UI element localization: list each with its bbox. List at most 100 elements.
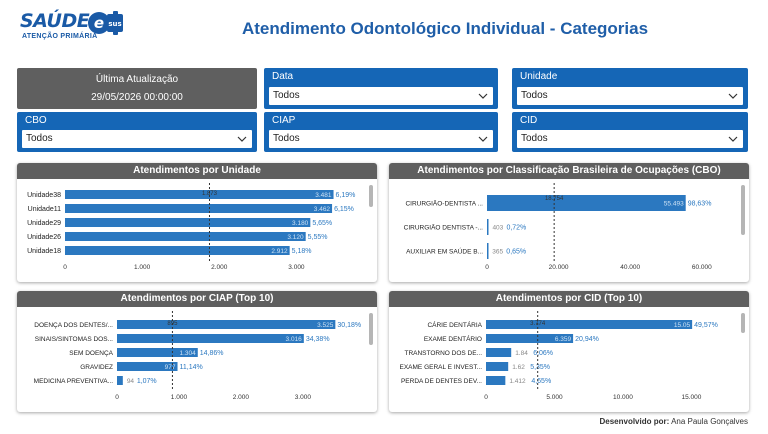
- bar-percent-label: 0,65%: [506, 249, 526, 256]
- x-tick-label: 40.000: [620, 264, 640, 271]
- logo-saude-text: SAÚDE: [20, 10, 90, 32]
- bar[interactable]: [486, 362, 509, 371]
- category-label: Unidade11: [28, 206, 61, 213]
- category-label: TRANSTORNO DOS DE...: [404, 350, 482, 357]
- bar[interactable]: [486, 334, 574, 343]
- scrollbar-thumb[interactable]: [741, 185, 745, 235]
- category-label: Unidade29: [27, 220, 61, 227]
- bar-value-label: 1.412: [509, 378, 526, 385]
- bar-percent-label: 6,15%: [334, 206, 354, 213]
- x-tick-label: 5.000: [546, 394, 563, 401]
- filter-cid-value: Todos: [521, 133, 548, 144]
- bar[interactable]: [487, 243, 489, 259]
- bar[interactable]: [486, 376, 506, 385]
- chart-title-unidade: Atendimentos por Unidade: [17, 163, 377, 179]
- bar-percent-label: 30,18%: [337, 322, 361, 329]
- footer-credit: Desenvolvido por: Ana Paula Gonçalves: [599, 417, 748, 426]
- filter-unidade-value: Todos: [521, 90, 548, 101]
- category-label: SINAIS/SINTOMAS DOS...: [35, 336, 113, 343]
- chart-panel-ciap: Atendimentos por CIAP (Top 10) DOENÇA DO…: [17, 291, 377, 412]
- filter-unidade-label: Unidade: [520, 71, 558, 82]
- filter-cid-dropdown[interactable]: Todos: [517, 130, 743, 148]
- x-tick-label: 3.000: [288, 264, 305, 271]
- filter-ciap-label: CIAP: [272, 115, 296, 126]
- bar[interactable]: [65, 246, 290, 255]
- page-title: Atendimento Odontológico Individual - Ca…: [241, 19, 649, 38]
- filter-unidade-dropdown[interactable]: Todos: [517, 87, 743, 105]
- bar[interactable]: [65, 204, 333, 213]
- x-tick-label: 15.000: [682, 394, 702, 401]
- bar-value-label: 3.120: [287, 234, 304, 241]
- filter-cid-label: CID: [520, 115, 538, 126]
- svg-text:e: e: [94, 14, 104, 32]
- bar[interactable]: [117, 320, 336, 329]
- reference-line-label: 1.873: [202, 191, 218, 197]
- category-label: Unidade18: [27, 248, 61, 255]
- chevron-down-icon: [728, 93, 738, 99]
- bar-value-label: 3.525: [317, 322, 334, 329]
- bar-value-label: 3.016: [286, 336, 303, 343]
- chart-title-ciap: Atendimentos por CIAP (Top 10): [17, 291, 377, 307]
- bar[interactable]: [65, 218, 311, 227]
- filter-unidade: Unidade Todos: [512, 68, 748, 109]
- filter-data-value: Todos: [273, 90, 300, 101]
- bar-value-label: 1.304: [179, 350, 196, 357]
- bar[interactable]: [65, 232, 306, 241]
- chevron-down-icon: [728, 136, 738, 142]
- header: SAÚDE e sus ATENÇÃO PRIMÁRIA Atendimento…: [0, 0, 768, 58]
- x-tick-label: 0: [485, 264, 489, 271]
- bar-value-label: 3.462: [314, 206, 331, 213]
- logo-subtitle: ATENÇÃO PRIMÁRIA: [22, 33, 98, 40]
- filter-data-label: Data: [272, 71, 294, 82]
- scrollbar-thumb[interactable]: [741, 313, 745, 333]
- filter-data-dropdown[interactable]: Todos: [269, 87, 493, 105]
- bar[interactable]: [486, 320, 693, 329]
- bar[interactable]: [487, 219, 489, 235]
- bar[interactable]: [65, 190, 334, 199]
- filter-ciap-dropdown[interactable]: Todos: [269, 130, 493, 148]
- bar[interactable]: [117, 348, 198, 357]
- x-tick-label: 2.000: [233, 394, 250, 401]
- last-update-label: Última Atualização: [95, 74, 179, 85]
- esus-badge-icon: e sus: [88, 11, 123, 35]
- bar-value-label: 365: [492, 249, 503, 256]
- reference-line-label: 3.774: [530, 321, 546, 327]
- bar[interactable]: [117, 376, 123, 385]
- scrollbar-thumb[interactable]: [369, 185, 373, 207]
- chart-ciap: DOENÇA DOS DENTES/... 3.525 30,18% SINAIS/S…: [34, 311, 373, 401]
- chart-cid: CÁRIE DENTÁRIA 15.05 49,57% EXAME DENTÁRIO 6…: [400, 311, 745, 401]
- bar[interactable]: [487, 195, 686, 211]
- category-label: CIRURGIÃO DENTISTA -...: [404, 223, 484, 232]
- bar[interactable]: [117, 334, 304, 343]
- bar-percent-label: 11,14%: [180, 364, 203, 371]
- chevron-down-icon: [237, 136, 247, 142]
- x-tick-label: 20.000: [549, 264, 569, 271]
- bar[interactable]: [117, 362, 178, 371]
- bar-percent-label: 5,18%: [292, 248, 312, 255]
- bar-value-label: 3.180: [292, 220, 309, 227]
- filter-cbo-dropdown[interactable]: Todos: [22, 130, 252, 148]
- bar-percent-label: 14,86%: [200, 350, 224, 357]
- x-tick-label: 1.000: [134, 264, 151, 271]
- bar-percent-label: 6,06%: [533, 350, 553, 357]
- last-update-value: 29/05/2026 00:00:00: [91, 92, 183, 103]
- bar-value-label: 6.359: [555, 336, 572, 343]
- category-label: AUXILIAR EM SAÚDE B...: [406, 247, 483, 256]
- chevron-down-icon: [478, 136, 488, 142]
- chart-panel-cbo: Atendimentos por Classificação Brasileir…: [389, 163, 749, 282]
- bar-value-label: 977: [165, 364, 176, 371]
- x-tick-label: 0: [63, 264, 67, 271]
- category-label: CIRURGIÃO-DENTISTA ...: [405, 199, 483, 208]
- chevron-down-icon: [478, 93, 488, 99]
- scrollbar-thumb[interactable]: [369, 313, 373, 345]
- bar-percent-label: 0,72%: [506, 225, 526, 232]
- bar-percent-label: 34,38%: [306, 336, 330, 343]
- bar-percent-label: 98,63%: [688, 201, 712, 208]
- filter-ciap: CIAP Todos: [264, 112, 498, 152]
- x-tick-label: 0: [115, 394, 119, 401]
- filter-data: Data Todos: [264, 68, 498, 109]
- bar[interactable]: [486, 348, 512, 357]
- bar-percent-label: 6,19%: [336, 192, 356, 199]
- bar-value-label: 3.481: [315, 192, 332, 199]
- footer-author: Ana Paula Gonçalves: [671, 417, 748, 426]
